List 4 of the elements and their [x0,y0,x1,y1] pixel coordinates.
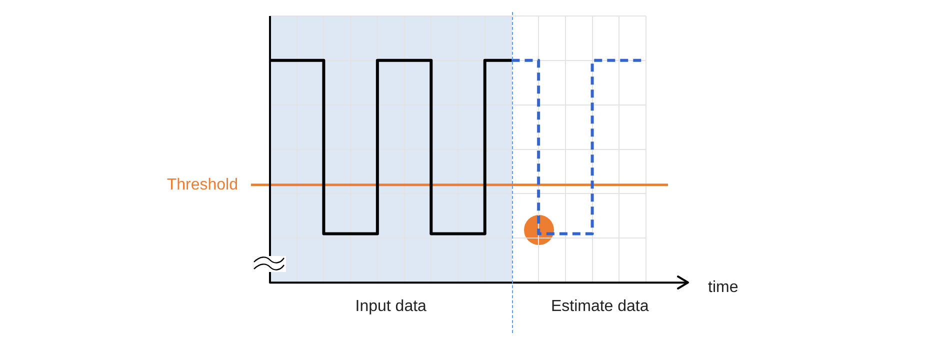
ref-line-label: Threshold [166,176,238,194]
x-axis-title: time [708,279,738,296]
text: Input data [355,298,427,316]
text: Estimate data [550,298,649,316]
